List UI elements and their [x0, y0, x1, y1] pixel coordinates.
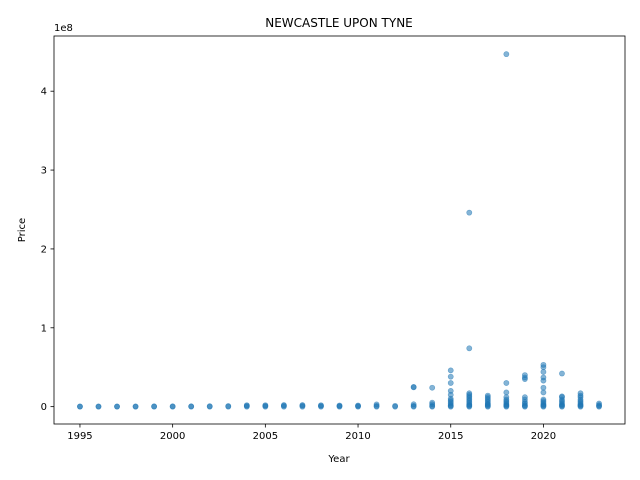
data-point [484, 392, 491, 399]
data-point [151, 403, 158, 410]
data-point [503, 51, 510, 58]
data-point [77, 403, 83, 410]
y-tick-label: 2 [41, 244, 47, 255]
data-point [503, 380, 510, 386]
data-point [114, 403, 120, 410]
x-tick-label: 2010 [345, 431, 370, 442]
plot-frame [53, 35, 626, 425]
data-point [540, 396, 547, 403]
data-point [95, 403, 102, 410]
y-tick-label: 4 [41, 87, 47, 98]
data-point [447, 387, 454, 394]
data-point [596, 400, 602, 407]
data-point [169, 403, 176, 410]
y-axis: 0 1 2 3 4 [41, 87, 54, 413]
x-tick-label: 2015 [438, 431, 463, 442]
data-point [503, 389, 510, 396]
data-point [521, 394, 528, 401]
data-point [447, 380, 454, 386]
x-tick-label: 2020 [531, 431, 556, 442]
data-point [540, 384, 547, 391]
data-point [206, 403, 213, 410]
chart-title: NEWCASTLE UPON TYNE [265, 16, 413, 30]
x-tick-label: 2000 [160, 431, 185, 442]
y-scale-label: 1e8 [54, 23, 73, 34]
data-point [540, 374, 547, 381]
y-tick-label: 0 [41, 402, 47, 413]
x-axis: 1995 2000 2005 2010 2015 2020 [67, 424, 556, 442]
x-tick-label: 2005 [253, 431, 278, 442]
data-point [132, 403, 139, 410]
data-point [466, 209, 473, 216]
data-point [188, 403, 195, 410]
data-point [243, 402, 250, 409]
data-point [336, 402, 343, 409]
y-tick-label: 1 [41, 323, 47, 334]
data-point [447, 373, 454, 380]
data-point [559, 393, 565, 400]
data-point [299, 402, 306, 408]
data-point [225, 403, 232, 409]
data-point [540, 369, 547, 375]
y-axis-label: Price [17, 218, 28, 242]
data-point [392, 402, 399, 409]
data-point [447, 367, 454, 374]
data-point [521, 372, 528, 379]
data-point [466, 345, 473, 352]
data-point [429, 399, 436, 406]
data-point [540, 361, 547, 368]
y-tick-label: 3 [41, 166, 47, 177]
data-point [577, 390, 584, 397]
data-point [262, 402, 269, 409]
x-axis-label: Year [327, 454, 350, 465]
data-point [373, 401, 380, 408]
data-points [77, 51, 602, 410]
x-tick-label: 1995 [67, 431, 92, 442]
data-point [540, 389, 547, 396]
data-point [355, 402, 361, 409]
data-point [410, 384, 417, 390]
data-point [559, 370, 565, 377]
data-point [318, 402, 324, 409]
data-point [429, 384, 436, 391]
data-point [466, 390, 473, 397]
data-point [503, 394, 510, 401]
data-point [410, 401, 417, 408]
data-point [280, 402, 287, 408]
